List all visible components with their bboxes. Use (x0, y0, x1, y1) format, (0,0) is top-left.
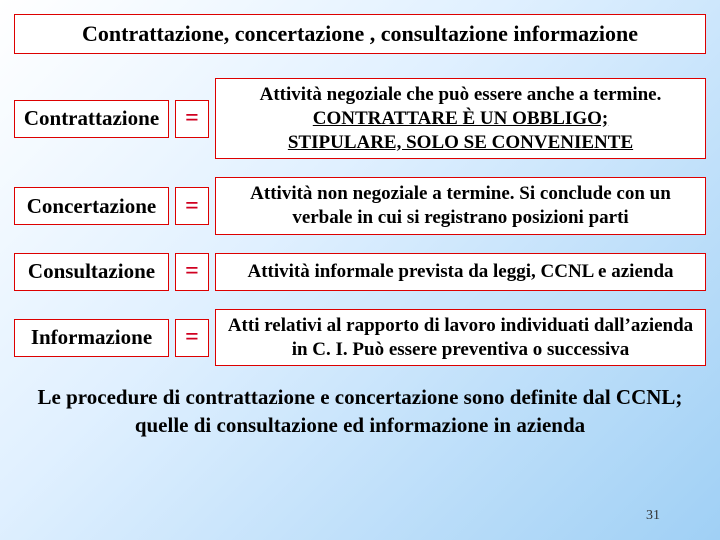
def-contrattazione: Attività negoziale che può essere anche … (215, 78, 706, 159)
equals-sign: = (175, 319, 209, 357)
footer-text: Le procedure di contrattazione e concert… (14, 384, 706, 439)
equals-sign: = (175, 100, 209, 138)
row-consultazione: Consultazione = Attività informale previ… (14, 253, 706, 291)
def-text: Atti relativi al rapporto di lavoro indi… (224, 314, 697, 362)
def-text: Attività non negoziale a termine. Si con… (224, 182, 697, 230)
def-concertazione: Attività non negoziale a termine. Si con… (215, 177, 706, 235)
def-text-under1: CONTRATTARE È UN OBBLIGO; (313, 107, 608, 131)
page-number: 31 (646, 508, 660, 524)
def-text-pre: Attività negoziale che può essere anche … (260, 83, 662, 107)
slide-title: Contrattazione, concertazione , consulta… (14, 14, 706, 54)
term-informazione: Informazione (14, 319, 169, 357)
row-informazione: Informazione = Atti relativi al rapporto… (14, 309, 706, 367)
def-informazione: Atti relativi al rapporto di lavoro indi… (215, 309, 706, 367)
equals-sign: = (175, 187, 209, 225)
equals-sign: = (175, 253, 209, 291)
term-concertazione: Concertazione (14, 187, 169, 225)
def-text: Attività informale prevista da leggi, CC… (247, 260, 673, 284)
def-consultazione: Attività informale prevista da leggi, CC… (215, 253, 706, 291)
def-text-under2: STIPULARE, SOLO SE CONVENIENTE (288, 131, 633, 155)
term-contrattazione: Contrattazione (14, 100, 169, 138)
row-contrattazione: Contrattazione = Attività negoziale che … (14, 78, 706, 159)
row-concertazione: Concertazione = Attività non negoziale a… (14, 177, 706, 235)
term-consultazione: Consultazione (14, 253, 169, 291)
